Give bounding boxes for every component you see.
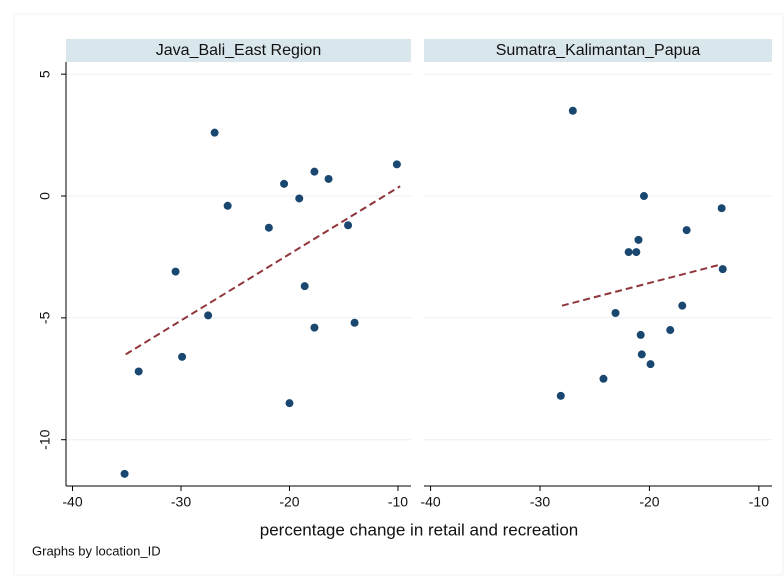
note: Graphs by location_ID [32, 543, 161, 558]
panel-title: Sumatra_Kalimantan_Papua [496, 42, 701, 59]
point [646, 360, 655, 369]
point [210, 128, 219, 137]
point [295, 194, 304, 203]
graph-frame [13, 13, 784, 576]
fit-line [125, 185, 401, 356]
y-tick-label: -10 [37, 429, 53, 449]
x-tick-label: -10 [749, 494, 769, 510]
panel-header [424, 39, 772, 62]
x-tick-label: -20 [639, 494, 659, 510]
point [392, 160, 401, 169]
x-tick-label: -40 [420, 494, 440, 510]
point [639, 192, 648, 201]
point [310, 167, 319, 176]
x-tick-label: -30 [530, 494, 550, 510]
point [344, 221, 353, 230]
point [204, 311, 213, 320]
point [223, 201, 232, 210]
fit-line [561, 263, 722, 307]
x-tick-label: -30 [171, 494, 191, 510]
point [556, 391, 565, 400]
x-tick-label: -20 [279, 494, 299, 510]
point [178, 352, 187, 361]
point [300, 282, 309, 291]
panel-title: Java_Bali_East Region [156, 42, 321, 59]
point [611, 308, 620, 317]
point [350, 318, 359, 327]
y-tick-label: -5 [37, 311, 53, 324]
point [634, 235, 643, 244]
x-tick-label: -40 [62, 494, 82, 510]
panel-header [66, 39, 411, 62]
point [632, 248, 641, 257]
point [637, 350, 646, 359]
point [324, 174, 333, 183]
x-axis-label: percentage change in retail and recreati… [260, 520, 579, 539]
point [285, 399, 294, 408]
point [599, 374, 608, 383]
point [120, 469, 129, 478]
point [666, 326, 675, 335]
point [310, 323, 319, 332]
point [717, 204, 726, 213]
point [682, 226, 691, 235]
point [264, 223, 273, 232]
point [568, 106, 577, 115]
y-tick-label: 5 [37, 70, 53, 78]
y-tick-label: 0 [37, 192, 53, 200]
point [678, 301, 687, 310]
point [280, 179, 289, 188]
point [624, 248, 633, 257]
point [718, 265, 727, 274]
x-tick-label: -10 [388, 494, 408, 510]
point [171, 267, 180, 276]
point [636, 330, 645, 339]
point [134, 367, 143, 376]
